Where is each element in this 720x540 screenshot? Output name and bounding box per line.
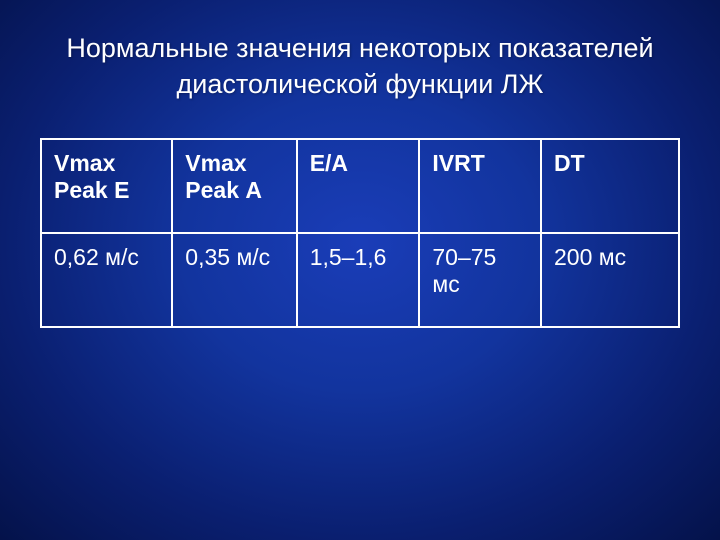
table-cell: 70–75 мс	[419, 233, 541, 327]
table-header-cell: Vmax Peak А	[172, 139, 296, 233]
parameters-table: Vmax Peak Е Vmax Peak А Е/А IVRT DT 0,62…	[40, 138, 680, 328]
table-cell: 1,5–1,6	[297, 233, 420, 327]
table-cell: 0,35 м/с	[172, 233, 296, 327]
slide-title: Нормальные значения некоторых показателе…	[40, 30, 680, 103]
table-header-cell: Е/А	[297, 139, 420, 233]
table-header-cell: IVRT	[419, 139, 541, 233]
table-cell: 200 мс	[541, 233, 679, 327]
table-header-row: Vmax Peak Е Vmax Peak А Е/А IVRT DT	[41, 139, 679, 233]
slide: Нормальные значения некоторых показателе…	[0, 0, 720, 540]
table-header-cell: DT	[541, 139, 679, 233]
table-cell: 0,62 м/с	[41, 233, 172, 327]
table-row: 0,62 м/с 0,35 м/с 1,5–1,6 70–75 мс 200 м…	[41, 233, 679, 327]
table-header-cell: Vmax Peak Е	[41, 139, 172, 233]
